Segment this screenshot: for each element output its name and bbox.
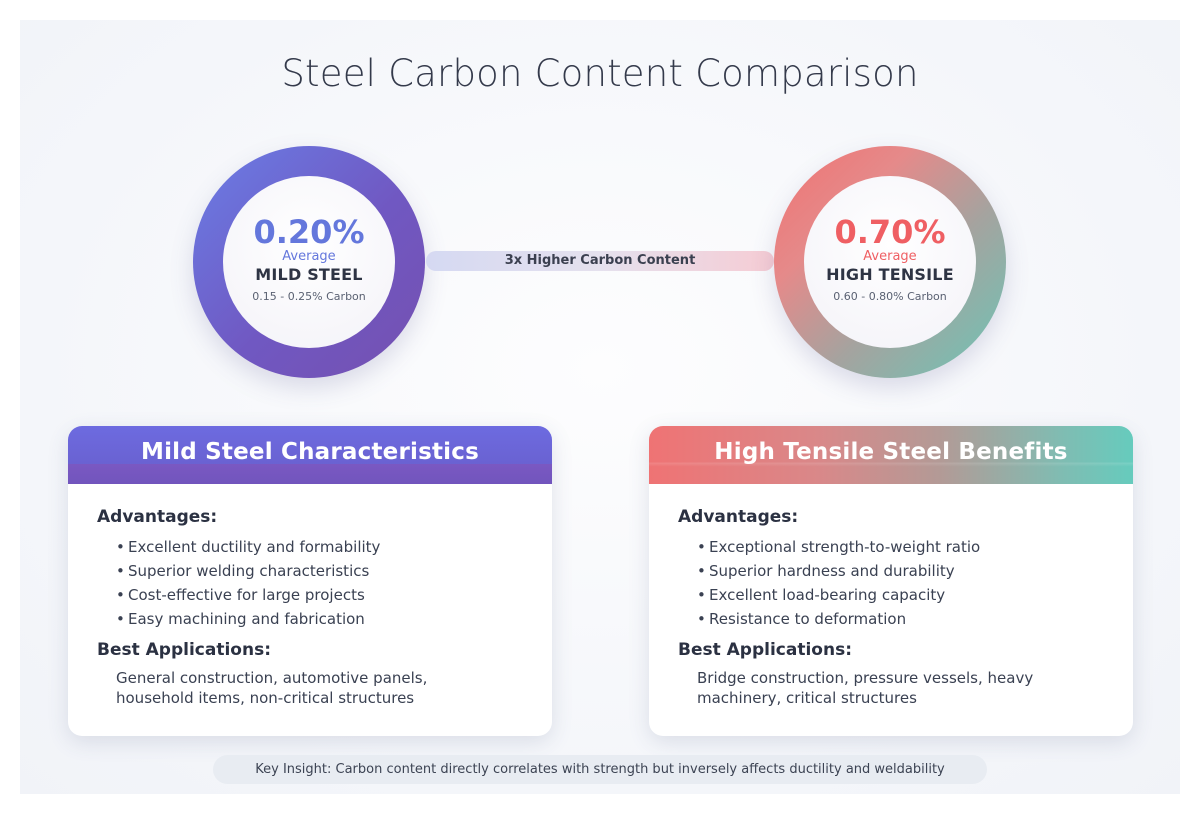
list-item-text: Exceptional strength-to-weight ratio	[709, 538, 981, 556]
high-tensile-card-body: Advantages: • Exceptional strength-to-wei…	[649, 484, 1133, 708]
high-applications-title: Best Applications:	[678, 640, 853, 660]
list-item: • Easy machining and fabrication	[116, 610, 365, 628]
mild-steel-card: Mild Steel Characteristics Advantages: •…	[68, 426, 552, 736]
high-applications-text: Bridge construction, pressure vessels, h…	[697, 669, 1034, 707]
high-advantages-list: • Exceptional strength-to-weight ratio • S…	[697, 535, 1104, 631]
list-item-text: Excellent ductility and formability	[128, 538, 381, 556]
high-tensile-value: 0.70%	[834, 213, 946, 251]
list-item-text: Superior welding characteristics	[128, 562, 370, 580]
mild-steel-circle-inner: 0.20% Average MILD STEEL 0.15 - 0.25% Ca…	[223, 176, 395, 348]
mild-applications-title: Best Applications:	[97, 640, 272, 660]
mild-steel-circle: 0.20% Average MILD STEEL 0.15 - 0.25% Ca…	[193, 146, 425, 378]
high-tensile-circle: 0.70% Average HIGH TENSILE 0.60 - 0.80% …	[774, 146, 1006, 378]
list-item: • Exceptional strength-to-weight ratio	[697, 538, 981, 556]
list-item: • Superior hardness and durability	[697, 562, 955, 580]
high-tensile-average-label: Average	[863, 249, 917, 264]
high-tensile-circle-inner: 0.70% Average HIGH TENSILE 0.60 - 0.80% …	[804, 176, 976, 348]
key-insight-banner: Key Insight: Carbon content directly cor…	[213, 755, 987, 784]
mild-advantages-list: • Excellent ductility and formability • Su…	[116, 535, 523, 631]
mild-steel-average-label: Average	[282, 249, 336, 264]
list-item: • Excellent ductility and formability	[116, 538, 381, 556]
comparison-connector: 3x Higher Carbon Content	[426, 251, 774, 271]
list-item: • Superior welding characteristics	[116, 562, 370, 580]
mild-steel-name: MILD STEEL	[255, 265, 363, 284]
high-advantages-title: Advantages:	[678, 507, 799, 527]
list-item: • Resistance to deformation	[697, 610, 907, 628]
list-item-text: Excellent load-bearing capacity	[709, 586, 946, 604]
list-item-text: Superior hardness and durability	[709, 562, 955, 580]
high-tensile-range: 0.60 - 0.80% Carbon	[833, 290, 947, 303]
mild-advantages-title: Advantages:	[97, 507, 218, 527]
mild-steel-card-heading: Mild Steel Characteristics	[68, 426, 552, 484]
mild-applications-text: General construction, automotive panels,…	[116, 669, 428, 707]
mild-steel-value: 0.20%	[253, 213, 365, 251]
high-tensile-card: High Tensile Steel Benefits Advantages: …	[649, 426, 1133, 736]
list-item: • Excellent load-bearing capacity	[697, 586, 946, 604]
mild-steel-range: 0.15 - 0.25% Carbon	[252, 290, 366, 303]
list-item-text: Easy machining and fabrication	[128, 610, 365, 628]
diagram-canvas: Steel Carbon Content Comparison 0.20% Av…	[20, 20, 1180, 794]
high-tensile-card-heading: High Tensile Steel Benefits	[649, 426, 1133, 484]
list-item-text: Resistance to deformation	[709, 610, 907, 628]
page-title: Steel Carbon Content Comparison	[281, 52, 919, 95]
high-tensile-name: HIGH TENSILE	[826, 265, 954, 284]
mild-steel-card-body: Advantages: • Excellent ductility and for…	[68, 484, 552, 708]
list-item-text: Cost-effective for large projects	[128, 586, 365, 604]
list-item: • Cost-effective for large projects	[116, 586, 365, 604]
